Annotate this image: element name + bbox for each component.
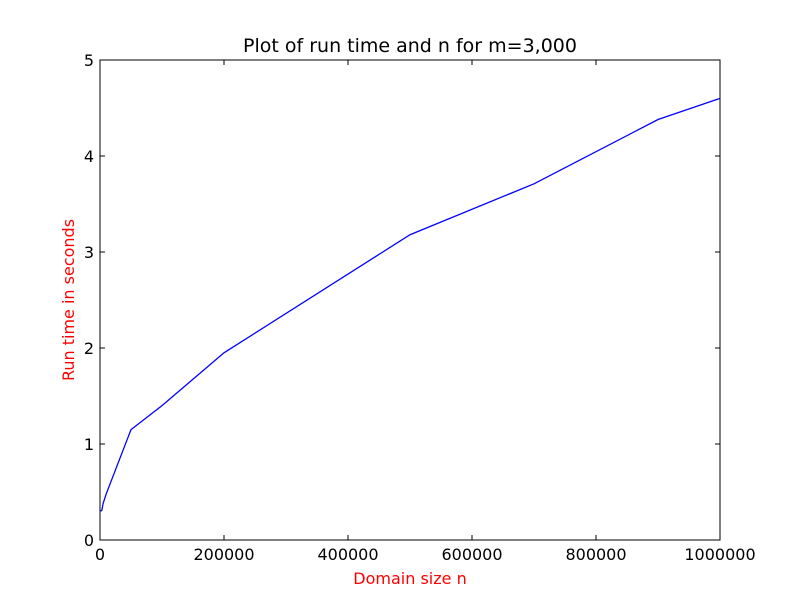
x-tick-label: 200000 <box>193 545 254 564</box>
y-tick-label: 3 <box>84 243 94 262</box>
y-axis: 0 1 2 3 4 5 <box>84 51 720 550</box>
chart-title: Plot of run time and n for m=3,000 <box>243 35 577 57</box>
y-axis-label: Run time in seconds <box>59 219 78 381</box>
y-tick-label: 2 <box>84 339 94 358</box>
x-axis: 0 200000 400000 600000 800000 1000000 <box>95 60 756 564</box>
y-tick-label: 0 <box>84 531 94 550</box>
x-tick-label: 800000 <box>565 545 626 564</box>
x-axis-label: Domain size n <box>353 569 466 588</box>
x-tick-label: 0 <box>95 545 105 564</box>
x-tick-label: 600000 <box>441 545 502 564</box>
x-tick-label: 400000 <box>317 545 378 564</box>
y-tick-label: 5 <box>84 51 94 70</box>
plot-area <box>99 59 721 541</box>
y-tick-label: 1 <box>84 435 94 454</box>
plot-background <box>100 60 720 540</box>
x-tick-label: 1000000 <box>684 545 755 564</box>
y-tick-label: 4 <box>84 147 94 166</box>
series-line <box>100 97 721 512</box>
plot-frame <box>99 59 721 541</box>
